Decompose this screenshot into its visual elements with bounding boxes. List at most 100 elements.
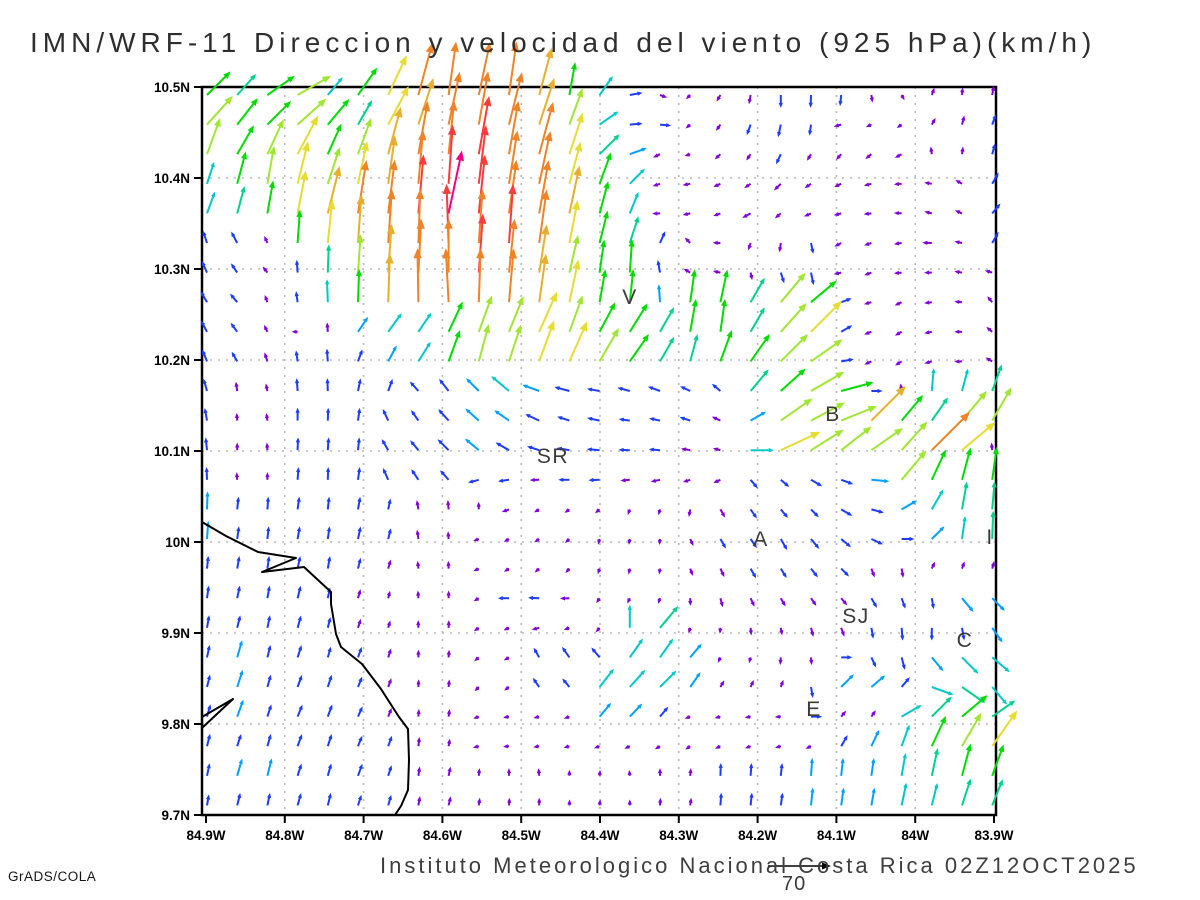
lon-tick-label: 83.9W bbox=[974, 828, 1013, 843]
wind-arrow bbox=[871, 478, 887, 483]
wind-arrow bbox=[870, 760, 875, 776]
wind-arrow-head bbox=[556, 446, 563, 451]
wind-arrow-head bbox=[973, 712, 982, 722]
wind-arrow-head bbox=[442, 248, 451, 259]
wind-arrow-head bbox=[357, 407, 362, 414]
wind-arrow-head bbox=[473, 567, 479, 572]
wind-arrow-head bbox=[648, 447, 655, 452]
wind-arrow bbox=[508, 76, 522, 125]
wind-arrow-head bbox=[846, 325, 853, 330]
wind-arrow-head bbox=[563, 744, 569, 749]
wind-arrow-head bbox=[446, 500, 451, 506]
wind-arrow-head bbox=[534, 537, 540, 543]
wind-arrow-head bbox=[665, 123, 672, 128]
wind-arrow-head bbox=[603, 181, 610, 190]
wind-arrow bbox=[930, 399, 948, 422]
wind-arrow-head bbox=[356, 234, 364, 243]
wind-arrow-head bbox=[809, 431, 821, 440]
wind-arrow-head bbox=[924, 330, 930, 335]
wind-arrow-head bbox=[870, 633, 875, 639]
wind-arrow bbox=[266, 183, 274, 214]
wind-arrow-head bbox=[387, 559, 392, 565]
wind-arrow-head bbox=[410, 440, 415, 446]
wind-arrow-head bbox=[948, 691, 954, 696]
wind-arrow-head bbox=[809, 659, 814, 666]
wind-arrow bbox=[629, 169, 644, 185]
wind-arrow-head bbox=[206, 763, 211, 769]
wind-arrow-head bbox=[778, 247, 783, 253]
wind-arrow-head bbox=[954, 270, 960, 275]
wind-arrow-head bbox=[479, 154, 489, 165]
wind-arrow-head bbox=[672, 606, 679, 613]
wind-arrow-head bbox=[990, 561, 995, 567]
wind-arrow bbox=[629, 704, 642, 718]
wind-arrow-head bbox=[514, 324, 522, 334]
wind-arrow-head bbox=[296, 526, 302, 532]
wind-arrow bbox=[236, 642, 243, 658]
wind-arrow-head bbox=[342, 98, 350, 107]
wind-arrow-head bbox=[683, 268, 689, 274]
wind-arrow bbox=[659, 639, 673, 658]
wind-arrow-head bbox=[468, 479, 474, 484]
lon-tick-label: 84.4W bbox=[580, 828, 619, 843]
wind-arrow-head bbox=[809, 757, 815, 763]
wind-arrow-head bbox=[961, 635, 966, 641]
wind-arrow-head bbox=[297, 793, 302, 799]
wind-arrow-head bbox=[202, 378, 207, 385]
wind-arrow-head bbox=[537, 797, 542, 803]
wind-arrow-head bbox=[534, 567, 540, 573]
wind-arrow bbox=[327, 101, 348, 126]
wind-arrow bbox=[810, 282, 835, 303]
wind-arrow-head bbox=[863, 300, 870, 305]
wind-arrow bbox=[326, 281, 329, 303]
wind-arrow-head bbox=[746, 129, 751, 136]
city-label-sr: SR bbox=[537, 445, 569, 468]
wind-arrow-head bbox=[718, 628, 723, 634]
wind-arrow-head bbox=[712, 240, 718, 246]
wind-arrow-head bbox=[938, 489, 944, 495]
wind-arrow bbox=[961, 424, 993, 451]
wind-arrow-head bbox=[744, 744, 751, 749]
wind-arrow-head bbox=[533, 647, 538, 654]
wind-arrow-head bbox=[205, 491, 210, 497]
wind-arrow bbox=[266, 77, 293, 96]
wind-arrow-head bbox=[474, 656, 480, 662]
wind-arrow bbox=[598, 184, 609, 214]
wind-arrow-head bbox=[716, 96, 721, 102]
wind-arrow-head bbox=[327, 199, 336, 210]
wind-arrow-head bbox=[525, 414, 531, 419]
wind-arrow bbox=[991, 701, 1014, 718]
wind-arrow bbox=[629, 147, 645, 156]
wind-arrow-head bbox=[206, 644, 211, 651]
wind-arrow-head bbox=[437, 439, 443, 445]
wind-arrow-head bbox=[627, 509, 632, 516]
wind-arrow-head bbox=[653, 153, 659, 158]
wind-arrow-head bbox=[310, 115, 319, 126]
wind-arrow-head bbox=[774, 714, 780, 719]
wind-arrow-head bbox=[720, 298, 728, 307]
wind-arrow-head bbox=[236, 526, 241, 532]
wind-arrow-head bbox=[597, 568, 602, 575]
wind-arrow-head bbox=[597, 799, 602, 805]
wind-arrow-head bbox=[841, 710, 847, 716]
wind-arrow-head bbox=[456, 301, 463, 310]
wind-arrow bbox=[900, 755, 907, 776]
wind-arrow-head bbox=[893, 241, 900, 246]
wind-arrow-head bbox=[558, 477, 564, 482]
wind-arrow-head bbox=[237, 792, 242, 799]
wind-arrow bbox=[689, 336, 698, 362]
wind-arrow-head bbox=[747, 98, 752, 105]
wind-arrow bbox=[598, 272, 606, 303]
wind-arrow bbox=[991, 484, 996, 510]
wind-arrow-head bbox=[903, 782, 908, 789]
wind-arrow bbox=[508, 188, 514, 244]
wind-arrow bbox=[931, 414, 968, 451]
wind-arrow-head bbox=[542, 160, 551, 171]
wind-arrow-head bbox=[682, 211, 688, 217]
wind-arrow-head bbox=[224, 95, 233, 105]
wind-arrow-head bbox=[540, 253, 549, 265]
wind-arrow-head bbox=[782, 544, 788, 551]
wind-arrow bbox=[931, 698, 951, 718]
wind-arrow-head bbox=[940, 715, 946, 724]
wind-arrow-head bbox=[997, 637, 1003, 643]
